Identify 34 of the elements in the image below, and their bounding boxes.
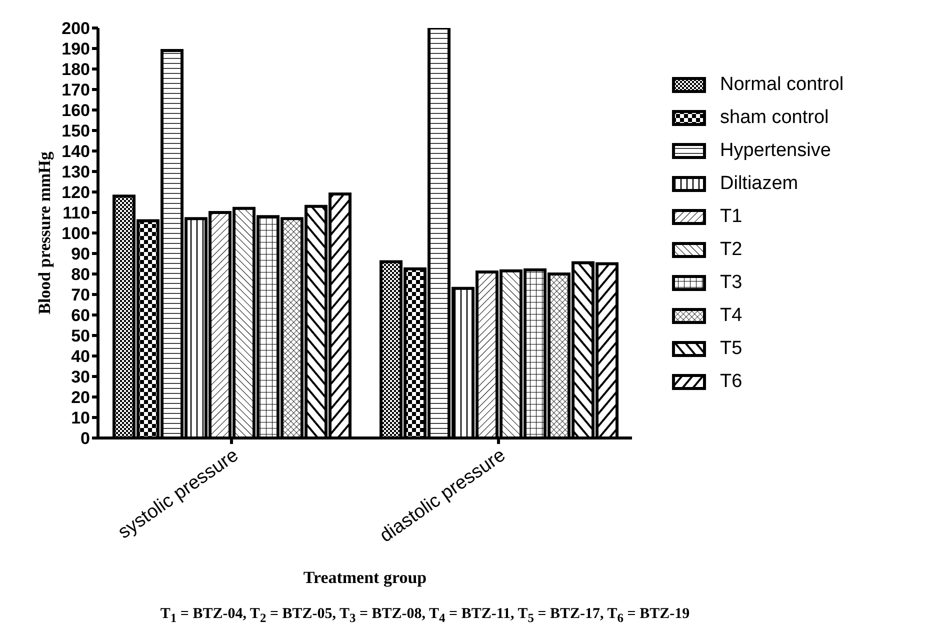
legend-label: T5 [720,338,742,360]
y-tick-label: 160 [62,101,90,120]
y-tick-label: 70 [71,286,90,305]
legend-label: Hypertensive [720,140,831,162]
legend-label: T3 [720,272,742,294]
y-tick-label: 0 [80,429,90,448]
y-tick-label: 50 [71,326,90,346]
legend-label: Normal control [720,74,844,96]
y-tick-label: 120 [62,183,90,202]
y-tick-label: 30 [71,368,90,387]
y-tick-label: 90 [71,244,90,264]
text: T$_{1}$ = BTZ-04, T$_{2}$ = BTZ-05, T$_{3}$ = BTZ-08, T$_{4}$ = BTZ-11, T$_{5}$ = BTZ-17, T$_{6}$ = BTZ-19 [160,606,690,625]
y-tick-label: 200 [62,19,90,38]
x-axis-title: Treatment group [303,568,427,587]
y-tick-label: 100 [62,224,90,244]
y-tick-label: 170 [62,80,90,100]
y-tick-label: 180 [62,60,90,80]
legend-label: T4 [720,304,742,326]
y-axis-title: Blood pressure mmHg [35,151,54,314]
y-tick-label: 140 [62,142,90,162]
y-tick-label: 10 [71,408,90,428]
y-tick-label: 40 [71,347,90,366]
y-tick-label: 150 [62,122,90,141]
y-tick-label: 20 [71,388,90,408]
y-tick-label: 130 [62,162,90,182]
y-tick-label: 60 [71,306,90,326]
legend-label: T1 [720,206,742,228]
legend-label: T6 [720,370,742,392]
legend-label: Diltiazem [720,172,798,194]
legend-label: T2 [720,238,742,260]
y-tick-label: 190 [62,40,90,59]
legend-label: sham control [720,106,829,128]
y-tick-label: 80 [71,265,90,284]
y-tick-label: 110 [62,204,90,223]
